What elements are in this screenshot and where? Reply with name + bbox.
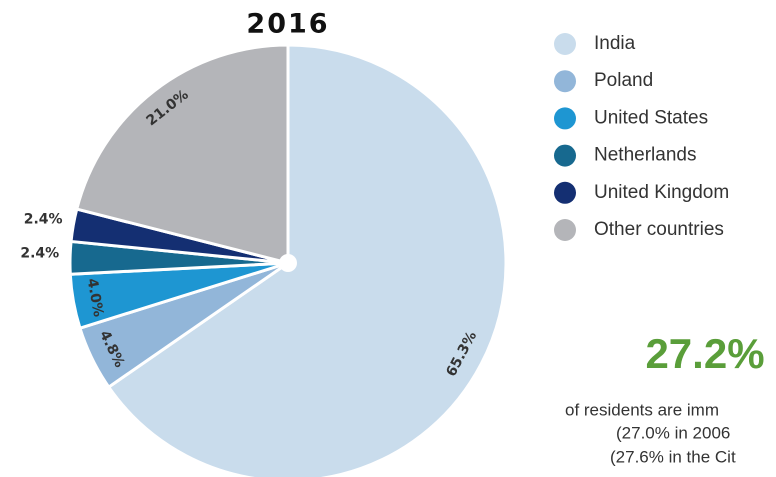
legend-swatch <box>554 107 576 130</box>
slice-label: 4.0% <box>84 277 107 318</box>
annotation-line: of residents are imm <box>565 400 719 419</box>
legend-label: Other countries <box>594 219 724 240</box>
slice-label: 2.4% <box>20 246 59 262</box>
legend-swatch <box>554 33 576 55</box>
legend-label: United States <box>594 107 708 128</box>
legend-swatch <box>554 181 576 204</box>
legend-swatch <box>554 144 576 167</box>
legend-label: Netherlands <box>594 145 696 166</box>
center-dot <box>279 254 297 272</box>
chart-title: 2016 <box>246 9 329 40</box>
slice-label: 2.4% <box>24 211 63 227</box>
legend-swatch <box>554 70 576 93</box>
headline: 27.2% <box>645 330 764 377</box>
pie-slice <box>106 43 508 477</box>
legend-label: United Kingdom <box>594 182 729 203</box>
legend-swatch <box>554 219 576 241</box>
pie-slice <box>74 43 290 265</box>
legend-label: India <box>594 33 636 54</box>
legend-label: Poland <box>594 70 653 91</box>
annotation-line: (27.6% in the Cit <box>610 447 736 466</box>
annotation-line: (27.0% in 2006 <box>616 423 730 442</box>
